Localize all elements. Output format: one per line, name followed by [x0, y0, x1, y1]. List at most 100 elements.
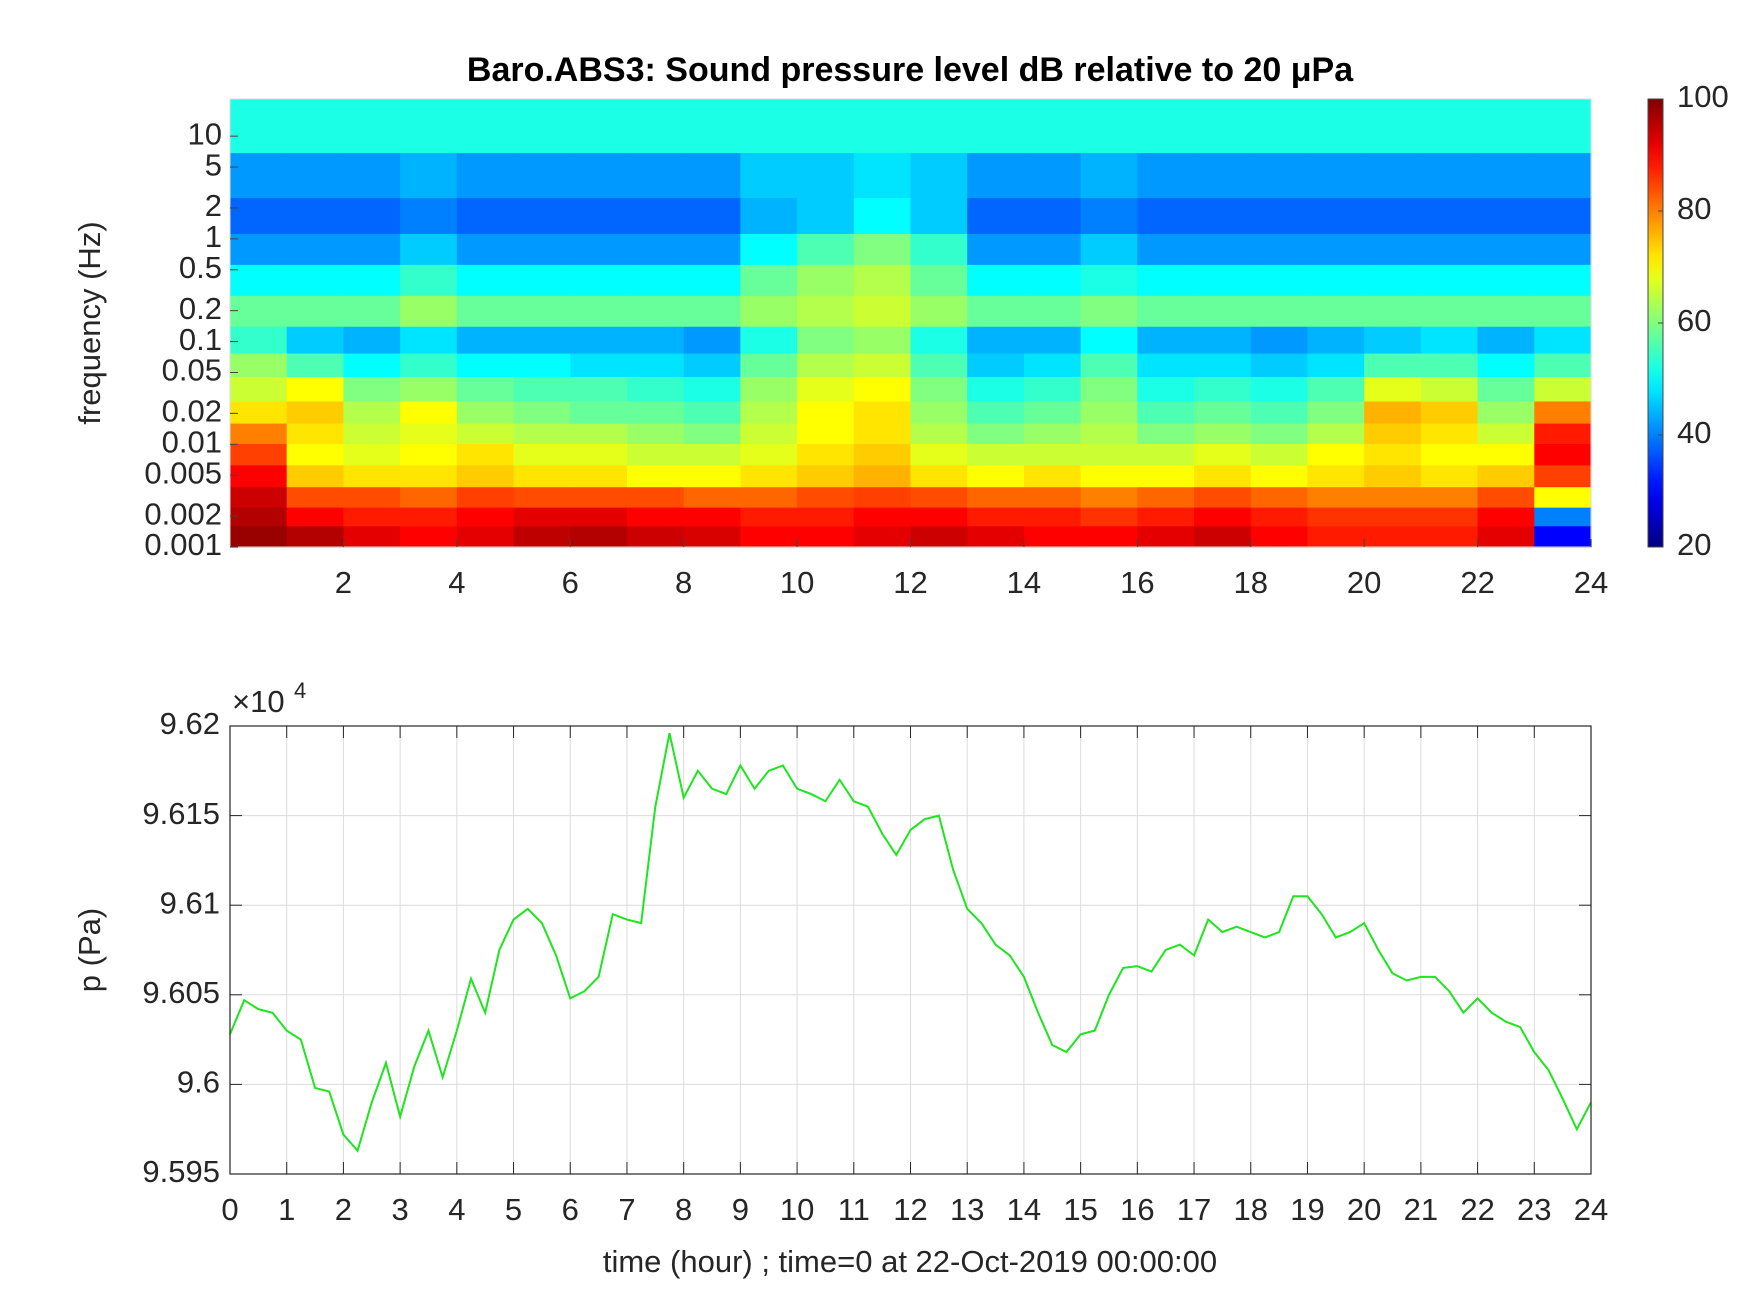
heat-cell	[740, 486, 798, 508]
heat-cell	[967, 295, 1025, 327]
heat-cell	[286, 422, 345, 445]
x-tick-label: 14	[1007, 1192, 1041, 1227]
heat-cell	[967, 443, 1025, 466]
heat-cell	[1477, 352, 1535, 377]
heat-cell	[1023, 295, 1082, 327]
heat-cell	[1364, 464, 1422, 488]
heat-cell	[343, 326, 401, 354]
heat-cell	[570, 326, 628, 354]
heat-cell	[1194, 233, 1252, 265]
heat-cell	[626, 525, 685, 548]
heat-cell	[1534, 352, 1592, 377]
heat-cell	[1420, 233, 1479, 265]
heat-cell	[1023, 422, 1082, 445]
heat-cell	[683, 233, 741, 265]
heat-cell	[967, 99, 1025, 154]
heat-cell	[797, 422, 855, 445]
heat-cell	[1080, 525, 1138, 548]
heat-cell	[1364, 264, 1422, 296]
heat-cell	[343, 233, 401, 265]
heat-cell	[456, 233, 515, 265]
heat-cell	[626, 152, 685, 199]
heat-cell	[513, 400, 571, 424]
heat-cell	[1364, 376, 1422, 402]
heat-cell	[1023, 152, 1082, 199]
heat-cell	[626, 326, 685, 354]
heat-cell	[1080, 264, 1138, 296]
heat-cell	[1137, 326, 1195, 354]
heat-cell	[570, 486, 628, 508]
heat-cell	[683, 486, 741, 508]
heat-cell	[910, 233, 968, 265]
heat-cell	[1477, 99, 1535, 154]
heat-cell	[513, 152, 571, 199]
heat-cell	[286, 233, 345, 265]
heat-cell	[1364, 197, 1422, 234]
heat-cell	[1250, 400, 1309, 424]
heat-cell	[1364, 507, 1422, 527]
heat-cell	[1137, 152, 1195, 199]
heat-cell	[1023, 443, 1082, 466]
y-tick-label: 9.6	[177, 1065, 220, 1100]
heat-cell	[1023, 376, 1082, 402]
heat-cell	[343, 295, 401, 327]
heat-cell	[1080, 233, 1138, 265]
heat-cell	[797, 525, 855, 548]
data-line	[229, 732, 1592, 1153]
heat-cell	[1420, 400, 1479, 424]
heat-cell	[1477, 233, 1535, 265]
heat-cell	[1307, 507, 1365, 527]
heat-cell	[513, 326, 571, 354]
heat-cell	[286, 295, 345, 327]
heat-cell	[456, 99, 515, 154]
heat-cell	[456, 400, 515, 424]
x-tick-label: 20	[1347, 1192, 1381, 1227]
x-tick-label: 9	[732, 1192, 749, 1227]
heat-cell	[400, 507, 458, 527]
colorbar-tick-label: 100	[1677, 79, 1729, 114]
heat-cell	[456, 264, 515, 296]
heat-cell	[797, 376, 855, 402]
x-tick-label: 22	[1460, 1192, 1494, 1227]
heat-cell	[570, 295, 628, 327]
y-tick-label: 0.001	[144, 527, 222, 562]
heat-cell	[1477, 376, 1535, 402]
heat-cell	[400, 264, 458, 296]
heat-cell	[456, 295, 515, 327]
heat-cell	[1307, 376, 1365, 402]
heat-cell	[1364, 326, 1422, 354]
heat-cell	[513, 233, 571, 265]
x-tick-label: 7	[618, 1192, 635, 1227]
heat-cell	[570, 152, 628, 199]
heat-cell	[683, 99, 741, 154]
heat-cell	[740, 352, 798, 377]
x-tick-label: 23	[1517, 1192, 1551, 1227]
heat-cell	[967, 233, 1025, 265]
y-axis-label: p (Pa)	[72, 908, 107, 992]
heat-cell	[230, 326, 288, 354]
y-tick-label: 1	[205, 219, 222, 254]
heat-cell	[910, 264, 968, 296]
heat-cell	[1080, 507, 1138, 527]
heat-cell	[400, 400, 458, 424]
heat-cell	[683, 464, 741, 488]
heat-cell	[1420, 507, 1479, 527]
heat-cell	[1023, 197, 1082, 234]
heat-cell	[400, 326, 458, 354]
heat-cell	[513, 525, 571, 548]
heat-cell	[400, 99, 458, 154]
heat-cell	[797, 326, 855, 354]
heat-cell	[797, 352, 855, 377]
x-tick-label: 10	[780, 565, 814, 600]
heat-cell	[626, 400, 685, 424]
x-tick-label: 15	[1063, 1192, 1097, 1227]
heat-cell	[1194, 486, 1252, 508]
heat-cell	[230, 525, 288, 548]
colorbar-tick-label: 80	[1677, 191, 1711, 226]
heat-cell	[1023, 400, 1082, 424]
heat-cell	[230, 443, 288, 466]
heat-cell	[1250, 233, 1309, 265]
x-tick-label: 2	[335, 565, 352, 600]
heat-cell	[967, 152, 1025, 199]
heat-cell	[1137, 295, 1195, 327]
